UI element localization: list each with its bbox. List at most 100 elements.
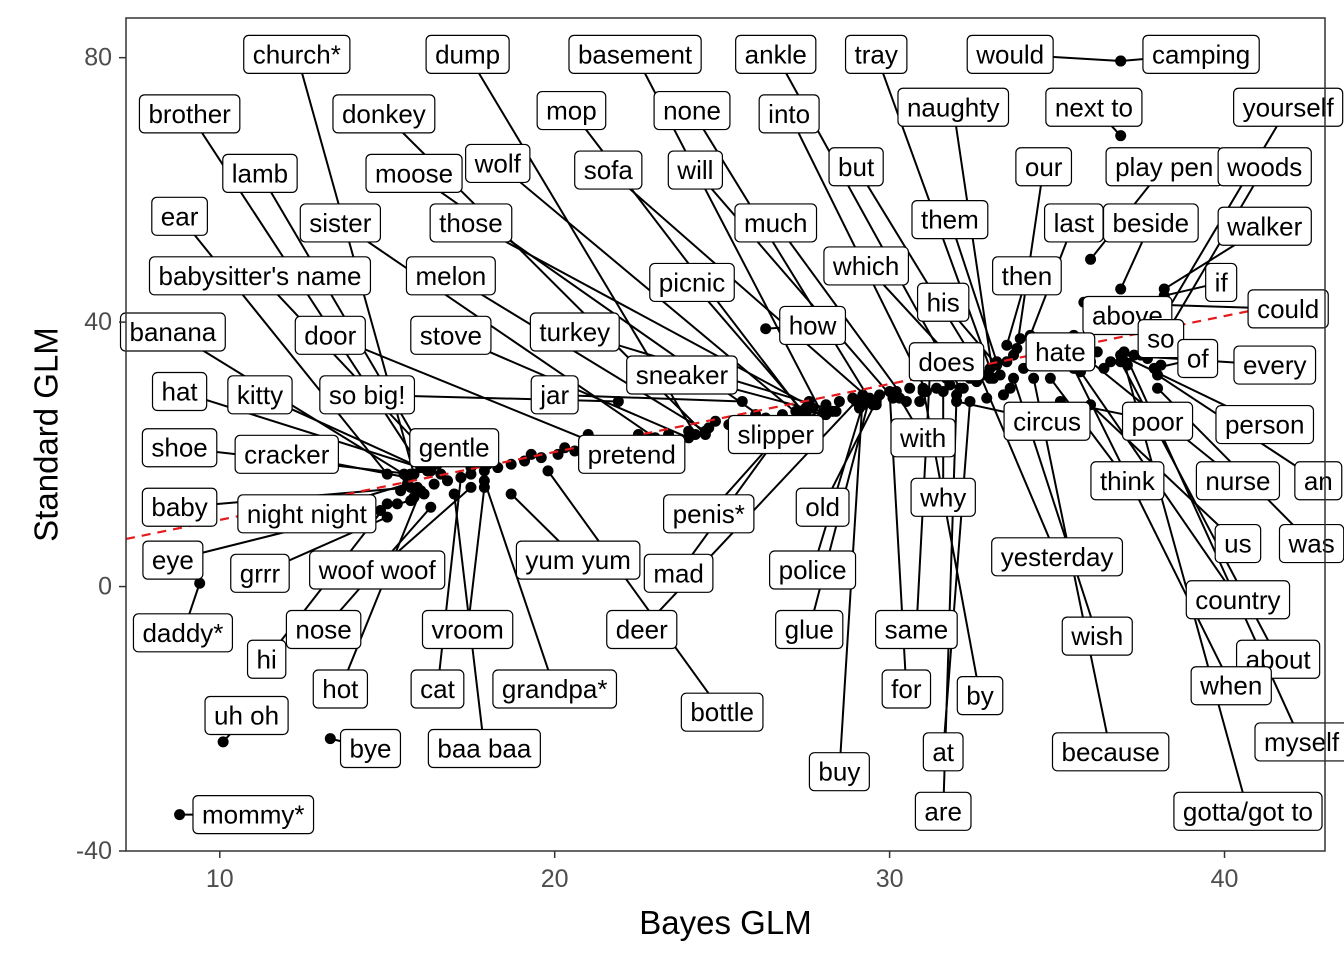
label-leader-line [483,480,556,690]
point-label: bottle [680,692,764,732]
label-box [148,256,372,296]
point-label-text: melon [415,261,486,291]
label-box [1217,147,1312,187]
point-label: by [956,676,1004,716]
point-label: glue [775,609,844,650]
label-box [1233,87,1344,127]
label-box [530,375,579,415]
label-box [769,550,857,590]
point-label: baa baa [427,728,541,769]
point-label: mommy* [192,795,315,835]
point-label-text: police [779,555,847,585]
point-label-text: cracker [244,439,330,469]
label-leader-line [259,275,439,465]
label-box [653,90,731,131]
label-leader-line [607,169,877,406]
point-label: gotta/got to [1173,791,1323,831]
point-label-text: at [932,737,954,767]
point-label: church* [243,34,351,74]
label-box [1045,87,1143,127]
data-point [736,395,748,407]
label-box [1247,289,1329,329]
data-point [442,475,454,487]
point-label-text: them [921,205,979,235]
label-box [1121,401,1194,441]
label-box [649,262,735,303]
point-label-text: buy [818,757,860,787]
label-box [141,487,218,527]
data-point [917,382,929,394]
label-box [151,371,208,412]
point-label: sister [299,203,382,243]
point-label: play pen [1105,147,1223,187]
label-box [222,153,298,193]
point-label: nurse [1195,461,1281,501]
label-box [1214,523,1262,564]
label-box [1102,203,1199,243]
data-point [709,415,721,427]
point-label: yourself [1233,87,1344,127]
label-box [897,87,1010,127]
label-box [429,203,513,243]
point-label-text: sneaker [636,360,729,390]
point-label-text: sister [309,208,371,238]
data-point [830,405,842,417]
label-box [234,434,339,474]
point-label-text: would [975,39,1044,69]
label-box [1142,34,1260,74]
label-box [409,428,500,468]
chart-labels: church* dump basement ankle tray would camping… [119,34,1344,835]
point-label-text: by [966,681,993,711]
label-box [465,143,531,184]
label-box [141,428,218,468]
data-point [699,425,711,437]
label-leader-line [694,169,894,399]
point-label: was [1278,523,1344,564]
label-box [910,477,976,517]
point-label-text: pretend [588,439,676,469]
point-label-text: lamb [232,158,288,188]
point-label-text: hi [257,644,277,674]
point-label: poor [1121,401,1194,441]
point-label-text: mop [546,96,597,126]
point-label: tray [844,34,908,74]
data-point [542,465,554,477]
label-box [1003,401,1091,441]
label-box [991,537,1124,577]
point-label: when [1190,666,1272,706]
point-label-text: beside [1113,208,1190,238]
label-box [828,147,884,187]
point-label-text: play pen [1115,152,1213,182]
point-label-text: yesterday [1001,542,1114,572]
data-point [820,402,832,414]
data-point [683,432,695,444]
y-tick-label: -40 [76,837,112,865]
point-label: nose [285,609,362,650]
data-point [1152,382,1164,394]
label-box [875,609,958,650]
point-label-text: next to [1055,92,1133,122]
point-label-text: last [1054,208,1095,238]
label-box [119,312,226,352]
data-point [405,495,417,507]
point-label-text: every [1243,350,1307,380]
point-label-text: nurse [1205,466,1270,496]
point-label: picnic [649,262,735,303]
point-label-text: with [899,423,946,453]
label-leader-line [948,219,998,363]
label-leader-line [811,404,864,571]
point-label: kitty [227,375,293,415]
point-label-text: our [1025,152,1063,182]
point-label: wolf [465,143,531,184]
label-box [911,200,989,240]
point-label: hate [1025,332,1096,372]
point-label-text: grrr [240,558,281,588]
point-label: myself [1254,722,1344,762]
plot-panel-border [125,17,1326,852]
point-label-text: does [918,347,974,377]
point-label: none [653,90,731,131]
label-box [285,609,362,650]
x-tick-label: 10 [206,865,234,893]
point-label: sneaker [626,355,738,395]
point-label: mop [536,90,607,131]
